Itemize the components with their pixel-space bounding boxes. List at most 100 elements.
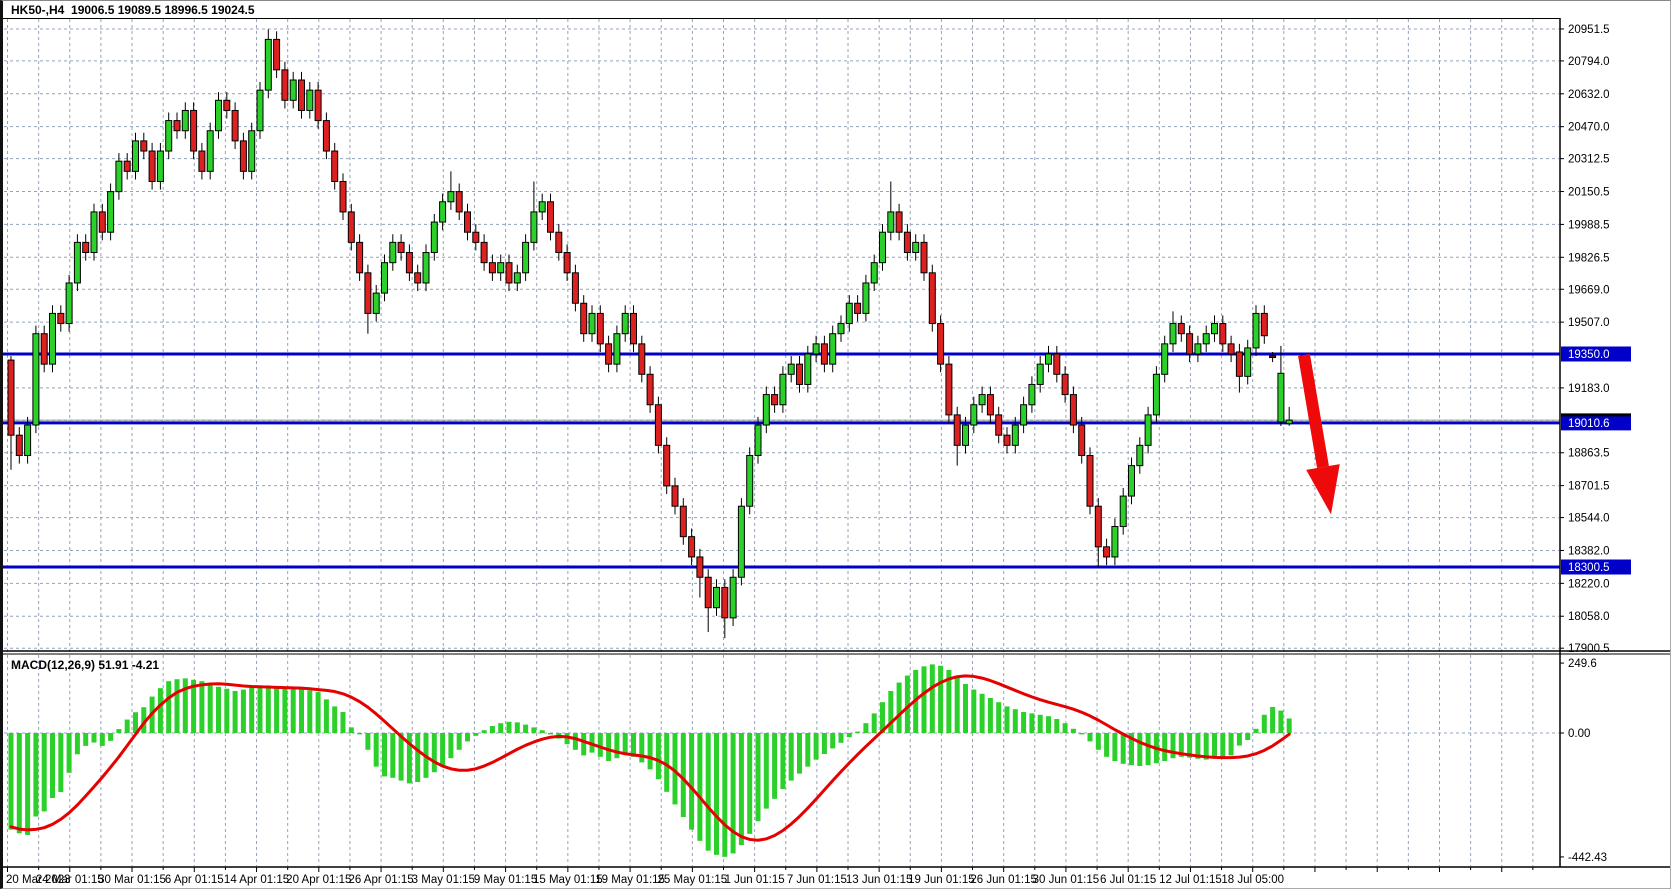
macd-histogram-bar [523,724,529,733]
bull-candle [248,130,256,172]
macd-histogram-bar [606,733,612,762]
bull-candle [530,211,538,243]
bull-candle [1161,343,1169,375]
macd-histogram-bar [564,733,570,745]
bear-candle [679,505,687,538]
macd-histogram-bar [871,713,877,733]
down-arrow-shaft[interactable] [1298,354,1329,469]
bear-candle [920,241,928,274]
macd-histogram-bar [797,733,802,774]
bull-candle [870,262,878,284]
bear-candle [571,272,579,304]
macd-histogram-bar [473,733,479,736]
price-axis-label: 20794.0 [1568,56,1610,68]
time-axis-label: 1 Jun 01:15 [725,874,785,886]
horizontal-level-line[interactable] [3,565,1560,569]
price-axis-label: 19507.0 [1568,317,1610,329]
macd-histogram-bar [41,733,47,812]
macd-histogram-bar [813,733,819,760]
bull-candle [962,424,969,446]
macd-histogram-bar [963,683,968,733]
macd-histogram-bar [274,685,280,733]
bear-candle [505,262,513,284]
bear-candle [663,444,671,487]
macd-histogram-bar [996,702,1002,733]
macd-histogram-bar [904,675,910,733]
bear-candle [414,272,422,284]
macd-histogram-bar [1278,710,1284,733]
bull-candle [746,454,754,507]
macd-histogram-bar [25,733,31,835]
price-level-tag-label: 19350.0 [1568,349,1610,361]
macd-histogram-bar [1145,733,1151,766]
down-arrow-head[interactable] [1306,464,1340,515]
chart-title-bar: HK50-,H4 19006.5 19089.5 18996.5 19024.5 [3,1,1560,19]
bull-candle [389,241,397,264]
macd-histogram-bar [1087,733,1093,742]
macd-histogram-bar [1120,733,1126,764]
bear-candle [322,120,330,152]
macd-histogram-bar [1112,733,1118,762]
time-axis-label: 25 May 01:15 [658,874,728,886]
bear-candle [696,556,704,578]
macd-histogram-bar [232,690,238,733]
horizontal-level-line[interactable] [3,421,1560,425]
price-level-tag [1561,559,1631,575]
bear-candle [331,150,339,182]
price-axis-label: 18220.0 [1568,578,1610,590]
horizontal-level-line[interactable] [3,352,1560,356]
macd-histogram-bar [747,733,753,834]
bull-candle [513,272,521,284]
bull-candle [729,576,737,619]
macd-histogram-bar [58,733,64,793]
bull-candle [1045,353,1052,365]
time-axis-label: 14 Apr 01:15 [224,874,289,886]
price-axis-label: 18058.0 [1568,611,1610,623]
macd-histogram-bar [1095,733,1101,750]
macd-histogram-bar [772,733,778,799]
macd-histogram-bar [365,733,371,750]
time-axis-label: 9 May 01:15 [474,874,537,886]
chart-canvas[interactable]: 20951.5 20794.0 20632.0 20470.0 20312.5 20150… [3,1,1671,889]
price-axis-label: 18382.0 [1568,545,1610,557]
price-level-tag [1561,346,1631,362]
time-axis-label: 24 Mar 01:15 [36,874,104,886]
bear-candle [1103,546,1111,558]
time-axis-label: 7 Jun 01:15 [787,874,847,886]
macd-histogram-bar [166,681,172,733]
macd-histogram-bar [1220,733,1226,757]
macd-histogram-bar [1070,728,1076,733]
macd-histogram-bar [398,733,404,781]
macd-histogram-bar [921,666,927,733]
bear-candle [1186,333,1194,355]
macd-histogram-bar [91,733,97,743]
bull-candle [115,160,123,193]
macd-histogram-bar [216,686,221,733]
macd-histogram-bar [697,733,703,841]
macd-histogram-bar [755,733,761,822]
macd-histogram-bar [1178,733,1184,757]
bull-candle [181,109,189,132]
time-axis-label: 30 Jun 01:15 [1033,874,1100,886]
bull-candle [787,363,795,375]
bull-candle [1128,465,1135,497]
macd-histogram-bar [373,733,379,767]
macd-histogram-bar [1236,733,1242,746]
bull-candle [422,252,430,284]
bear-candle [339,180,347,213]
macd-histogram-bar [390,733,396,778]
macd-histogram-bar [8,733,14,830]
macd-histogram-bar [664,733,670,792]
macd-histogram-bar [1187,733,1193,758]
bull-candle [879,231,886,264]
macd-histogram-bar [581,733,587,756]
macd-histogram-bar [1104,733,1110,757]
macd-histogram-bar [199,681,205,733]
bear-candle [646,373,654,406]
bull-candle [845,302,853,325]
macd-histogram-bar [323,699,329,733]
bull-candle [372,292,380,314]
macd-histogram-bar [498,723,504,733]
bull-candle [1202,333,1210,345]
